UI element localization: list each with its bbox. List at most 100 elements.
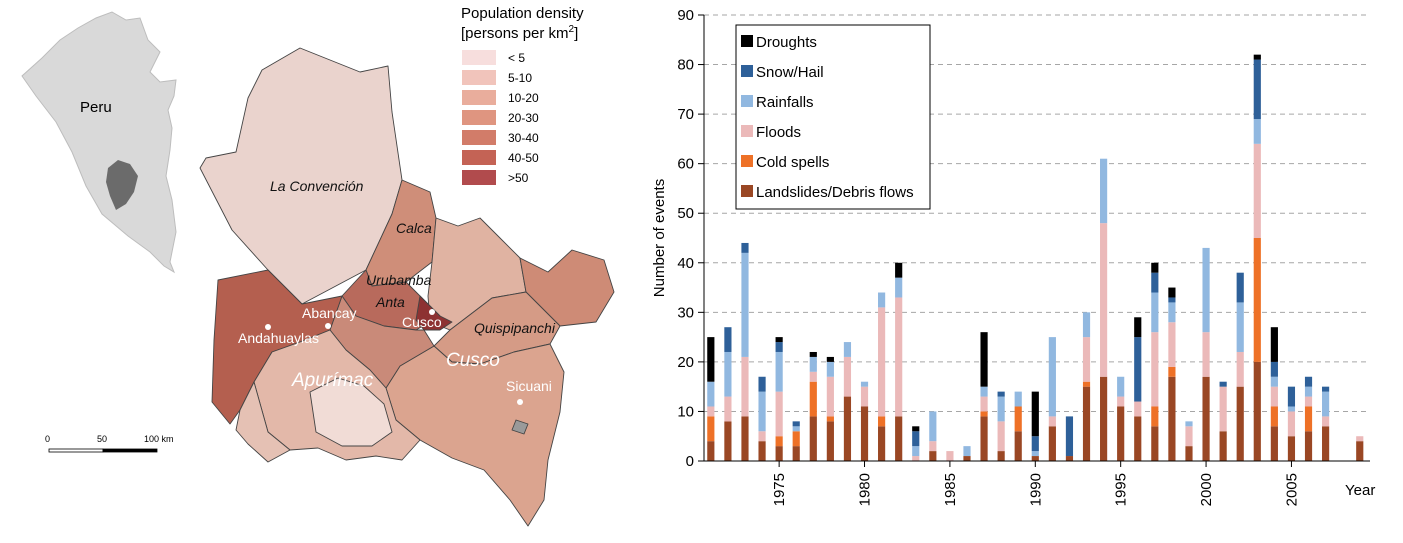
bar-segment bbox=[878, 307, 886, 417]
bar-segment bbox=[860, 386, 869, 407]
legend-label: 5-10 bbox=[508, 71, 532, 85]
bar-segment bbox=[1270, 376, 1278, 387]
city-sicuani: Sicuani bbox=[506, 378, 552, 394]
bar-segment bbox=[1151, 272, 1159, 293]
bar-segment bbox=[1100, 223, 1108, 377]
bar-segment bbox=[1253, 361, 1261, 461]
y-tick-label: 70 bbox=[677, 106, 694, 123]
bar-segment bbox=[775, 337, 783, 343]
bar-segment bbox=[1304, 396, 1313, 407]
bar-segment bbox=[1014, 406, 1022, 432]
bar-segment bbox=[929, 441, 937, 452]
bar-segment bbox=[1031, 391, 1039, 437]
legend-entry: Snow/Hail bbox=[756, 64, 824, 81]
label-calca: Calca bbox=[396, 220, 432, 236]
legend-swatch bbox=[462, 130, 496, 145]
bar-segment bbox=[707, 441, 715, 461]
y-tick-label: 10 bbox=[677, 403, 694, 420]
city-cusco: Cusco bbox=[402, 314, 442, 330]
bar-segment bbox=[1134, 416, 1142, 461]
bar-segment bbox=[758, 376, 766, 392]
bar-segment bbox=[792, 431, 800, 447]
bar-segment bbox=[826, 421, 834, 461]
bar-segment bbox=[707, 416, 715, 442]
bar-segment bbox=[929, 451, 937, 461]
x-tick-label: 2000 bbox=[1198, 473, 1215, 506]
bar-segment bbox=[809, 351, 817, 357]
bar-segment bbox=[741, 416, 749, 461]
bar-segment bbox=[809, 356, 817, 372]
bar-segment bbox=[1304, 376, 1313, 387]
bar-segment bbox=[775, 446, 783, 461]
scale-label-0: 0 bbox=[45, 434, 50, 444]
bar-segment bbox=[1202, 332, 1210, 377]
bar-segment bbox=[724, 351, 732, 397]
peru-outline-shape bbox=[21, 11, 177, 274]
bar-segment bbox=[1236, 386, 1244, 461]
bar-segment bbox=[707, 381, 715, 407]
x-tick-label: 1990 bbox=[1027, 473, 1044, 506]
label-region-apurimac: Apurímac bbox=[291, 370, 374, 391]
bar-segment bbox=[1322, 386, 1330, 392]
y-tick-label: 60 bbox=[677, 156, 694, 173]
legend-swatch bbox=[462, 50, 496, 65]
legend-label: < 5 bbox=[508, 51, 525, 65]
bar-segment bbox=[1168, 376, 1176, 461]
bar-segment bbox=[1236, 351, 1244, 387]
bar-segment bbox=[758, 441, 766, 461]
bar-segment bbox=[1117, 376, 1125, 397]
y-tick-label: 0 bbox=[686, 453, 694, 470]
city-abancay: Abancay bbox=[302, 305, 356, 321]
bar-segment bbox=[1048, 426, 1056, 461]
bar-segment bbox=[826, 356, 834, 362]
legend-label: 20-30 bbox=[508, 111, 539, 125]
city-marker-cusco bbox=[429, 309, 435, 315]
legend-label: 30-40 bbox=[508, 131, 539, 145]
lake-langui bbox=[511, 419, 529, 435]
y-tick-label: 50 bbox=[677, 205, 694, 222]
city-labels: Abancay Andahuaylas Cusco Sicuani bbox=[238, 305, 552, 405]
label-la-convencion: La Convención bbox=[270, 178, 364, 194]
legend-swatch bbox=[462, 110, 496, 125]
bar-segment bbox=[1168, 322, 1176, 367]
bar-segment bbox=[1185, 446, 1193, 461]
map-panel: Peru La Convención Calca Urubamba Anta bbox=[0, 0, 640, 538]
legend-swatch bbox=[462, 150, 496, 165]
events-bar-chart: 0 10 20 30 40 50 60 70 80 90 1975 1980 1985 1990 1995 2… bbox=[651, 7, 1375, 506]
bar-segment bbox=[997, 451, 1005, 461]
bar-segment bbox=[963, 456, 971, 461]
bar-segment bbox=[775, 436, 783, 447]
scale-bar: 0 50 100 km bbox=[45, 434, 174, 453]
legend-swatch bbox=[741, 95, 753, 107]
y-tick-label: 40 bbox=[677, 255, 694, 272]
bar-segment bbox=[1270, 386, 1278, 407]
bar-segment bbox=[895, 262, 903, 278]
bar-segment bbox=[1304, 431, 1313, 461]
bar-segment bbox=[895, 277, 903, 298]
bar-segment bbox=[707, 406, 715, 417]
city-andahuaylas: Andahuaylas bbox=[238, 330, 319, 346]
legend-swatch bbox=[741, 185, 753, 197]
legend-label: 10-20 bbox=[508, 91, 539, 105]
bar-segment bbox=[997, 396, 1005, 422]
bar-segment bbox=[843, 356, 852, 397]
city-marker-sicuani bbox=[517, 399, 523, 405]
x-tick-label: 1975 bbox=[771, 473, 788, 506]
bar-segment bbox=[1048, 416, 1056, 427]
legend-label: 40-50 bbox=[508, 151, 539, 165]
bar-segment bbox=[809, 371, 817, 382]
province-labels: La Convención Calca Urubamba Anta Quispi… bbox=[270, 178, 556, 336]
bar-segment bbox=[1185, 421, 1193, 427]
bar-segment bbox=[912, 446, 920, 457]
bar-segment bbox=[1117, 406, 1125, 461]
label-urubamba: Urubamba bbox=[366, 272, 432, 288]
bar-segment bbox=[775, 391, 783, 437]
bar-segment bbox=[980, 416, 988, 461]
bar-segment bbox=[1322, 391, 1330, 417]
bar-segment bbox=[1031, 451, 1039, 457]
bar-segment bbox=[1253, 59, 1261, 120]
bar-segment bbox=[1219, 431, 1227, 461]
bar-segment bbox=[1270, 361, 1278, 377]
legend-swatch bbox=[462, 70, 496, 85]
bar-segment bbox=[1065, 456, 1074, 461]
